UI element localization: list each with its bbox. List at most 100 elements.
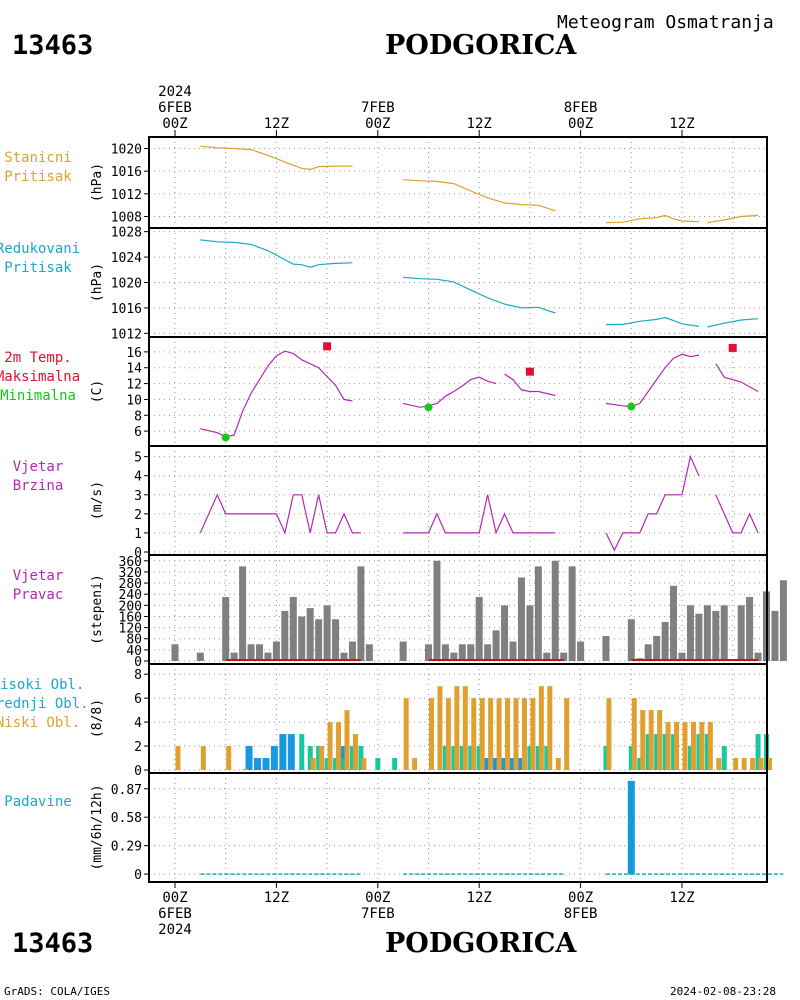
- x-tick-label-top: 00Z: [365, 116, 390, 132]
- cloud-bar: [327, 722, 333, 770]
- bar: [433, 560, 441, 661]
- y-tick-label: 1: [134, 527, 142, 542]
- panel-label: Niski Obl.: [0, 715, 80, 731]
- cloud-bar: [564, 698, 570, 770]
- y-tick-label: 1012: [111, 327, 142, 342]
- cloud-bar: [459, 746, 465, 770]
- x-tick-label-top: 7FEB: [361, 100, 395, 116]
- bar: [289, 596, 297, 661]
- bar: [365, 644, 373, 661]
- y-tick-label: 0: [134, 546, 142, 561]
- cloud-bar: [499, 758, 507, 770]
- cloud-bar: [538, 686, 544, 770]
- y-tick-label: 240: [119, 588, 142, 603]
- cloud-bar: [200, 746, 206, 770]
- cloud-bar: [245, 746, 253, 770]
- max-temp-marker: [525, 367, 534, 376]
- series-line: [199, 493, 361, 535]
- cloud-bar: [606, 698, 612, 770]
- x-tick-label-top: 8FEB: [564, 100, 598, 116]
- panel-label: Pritisak: [4, 260, 72, 276]
- bar: [475, 596, 483, 661]
- series-line: [605, 353, 700, 408]
- station-id-bottom: 13463: [12, 928, 94, 959]
- y-tick-label: 2: [134, 740, 142, 755]
- cloud-bar: [175, 746, 181, 770]
- bar: [484, 644, 492, 661]
- cloud-bar: [358, 746, 364, 770]
- station-name-top: PODGORICA: [385, 30, 577, 61]
- cloud-bar: [704, 734, 710, 770]
- y-tick-label: 3: [134, 489, 142, 504]
- panel-frame: [148, 136, 768, 229]
- bar: [779, 580, 787, 661]
- panel-label: 2m Temp.: [4, 350, 71, 366]
- cloud-bar: [226, 746, 232, 770]
- y-axis-label: (stepeni): [90, 574, 105, 644]
- y-tick-label: 4: [134, 716, 142, 731]
- y-tick-label: 1020: [111, 143, 142, 158]
- panel-clouds: (8/8): [90, 663, 772, 774]
- bar: [577, 641, 585, 661]
- bar: [560, 652, 568, 661]
- cloud-bar: [682, 722, 688, 770]
- y-tick-label: 0: [134, 764, 142, 779]
- cloud-bar: [665, 722, 671, 770]
- panel-label: Maksimalna: [0, 369, 80, 385]
- series-line: [605, 214, 699, 224]
- cloud-bar: [657, 710, 663, 770]
- bar: [399, 641, 407, 661]
- cloud-bar: [445, 698, 451, 770]
- cloud-bar: [344, 710, 350, 770]
- cloud-bar: [454, 686, 460, 770]
- cloud-bar: [324, 758, 330, 770]
- x-tick-label-top: 00Z: [568, 116, 593, 132]
- min-temp-marker: [221, 433, 230, 442]
- cloud-bar: [716, 758, 722, 770]
- cloud-bar: [527, 746, 533, 770]
- bar: [281, 610, 289, 661]
- cloud-bar: [662, 734, 668, 770]
- bar: [458, 644, 466, 661]
- cloud-bar: [316, 746, 322, 770]
- cloud-bar: [243, 768, 249, 770]
- cloud-bar: [403, 698, 409, 770]
- y-tick-label: 10: [126, 393, 142, 408]
- cloud-bar: [628, 746, 634, 770]
- y-tick-label: 8: [134, 668, 142, 683]
- footer-timestamp: 2024-02-08-23:28: [670, 985, 776, 998]
- y-tick-label: 1012: [111, 188, 142, 203]
- x-tick-label-top: 2024: [158, 84, 192, 100]
- bar: [441, 644, 449, 661]
- bar: [703, 605, 711, 661]
- panel-frame: [148, 445, 768, 556]
- bar: [306, 608, 314, 661]
- bar: [272, 641, 280, 661]
- cloud-bar: [640, 710, 646, 770]
- y-tick-label: 2: [134, 508, 142, 523]
- panel-label: Pravac: [13, 587, 64, 603]
- bar: [517, 577, 525, 661]
- series-line: [606, 316, 699, 327]
- cloud-bar: [352, 734, 358, 770]
- bar: [171, 644, 179, 661]
- bar: [348, 641, 356, 661]
- panel-label: Pritisak: [4, 169, 72, 185]
- panel-label: Brzina: [13, 478, 64, 494]
- cloud-bar: [555, 758, 561, 770]
- series-line: [707, 318, 759, 328]
- bar: [450, 652, 458, 661]
- cloud-bar: [741, 758, 747, 770]
- y-tick-label: 200: [119, 599, 142, 614]
- station-id-top: 13463: [12, 30, 94, 61]
- cloud-bar: [631, 698, 637, 770]
- cloud-bar: [310, 758, 316, 770]
- cloud-bar: [307, 746, 313, 770]
- bar: [695, 613, 703, 661]
- y-tick-label: 1028: [111, 226, 142, 241]
- bar: [568, 566, 576, 661]
- cloud-bar: [687, 746, 693, 770]
- series-line: [403, 276, 556, 314]
- x-tick-label-bottom: 00Z: [568, 890, 593, 906]
- cloud-bar: [451, 746, 457, 770]
